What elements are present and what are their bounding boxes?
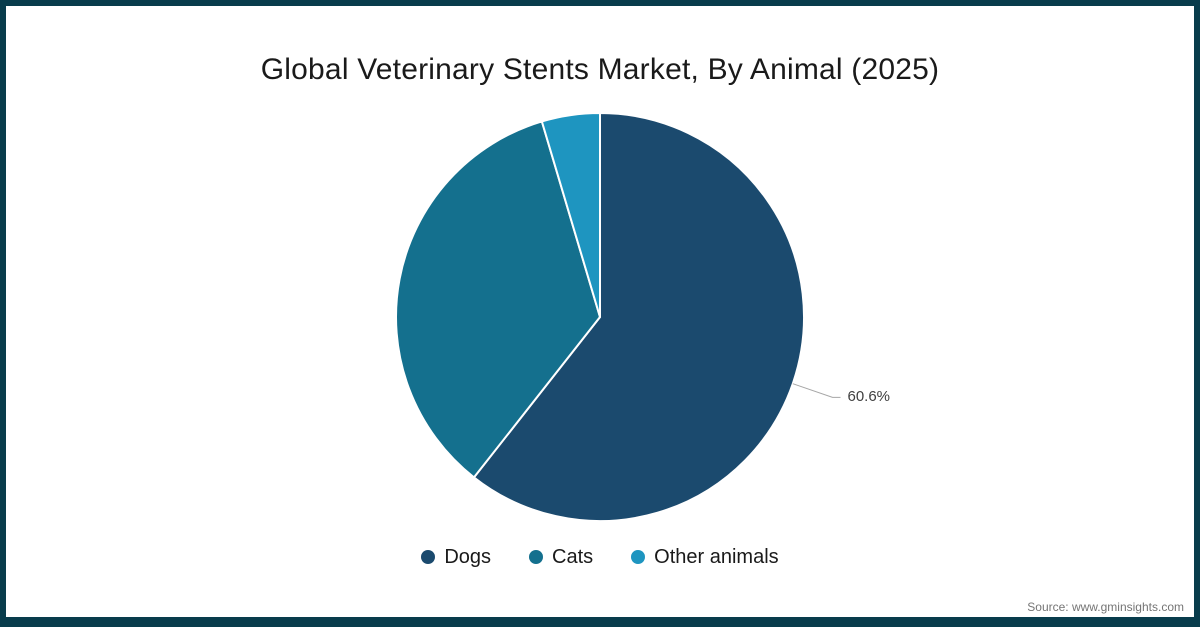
legend-item-dogs: Dogs bbox=[421, 546, 491, 569]
frame-bottom-bar bbox=[0, 617, 1200, 627]
pie-slice-dogs bbox=[472, 112, 805, 522]
chart-title: Global Veterinary Stents Market, By Anim… bbox=[260, 53, 940, 86]
legend-dot bbox=[421, 550, 436, 564]
slice-percentage-label: 60.6% bbox=[847, 388, 891, 406]
pie-slice-cats bbox=[395, 120, 601, 479]
legend-label: Other animals bbox=[654, 545, 779, 568]
pie-slice-other-animals bbox=[540, 112, 601, 318]
legend-dot bbox=[631, 550, 646, 564]
legend-label: Cats bbox=[552, 545, 594, 568]
legend-dot bbox=[529, 550, 544, 564]
label-leader-line bbox=[792, 383, 841, 398]
legend-item-cats: Cats bbox=[529, 546, 593, 569]
source-text: Source: www.gminsights.com bbox=[1027, 600, 1184, 614]
legend-label: Dogs bbox=[444, 545, 492, 568]
legend: Dogs Cats Other animals bbox=[0, 543, 1200, 571]
legend-item-other-animals: Other animals bbox=[631, 546, 779, 569]
